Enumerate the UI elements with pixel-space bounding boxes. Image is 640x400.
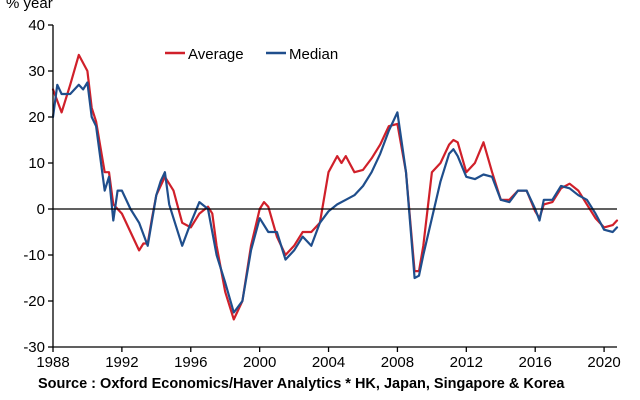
x-axis-ticks: 1988 1992 1996 2000 2004 2008 2012 2016 2020	[36, 347, 621, 371]
y-tick-label: 40	[28, 17, 45, 34]
x-tick-label: 2000	[243, 354, 276, 371]
x-tick-label: 2020	[587, 354, 620, 371]
y-tick-label: -30	[23, 339, 45, 356]
x-tick-label: 1988	[36, 354, 69, 371]
source-note: Source : Oxford Economics/Haver Analytic…	[38, 376, 565, 392]
series-line-median	[51, 81, 619, 314]
y-unit-label: % year	[6, 0, 53, 12]
y-axis-ticks: 40 30 20 10 0 -10 -20 -30	[23, 17, 53, 356]
y-tick-label: 20	[28, 109, 45, 126]
y-tick-label: -20	[23, 293, 45, 310]
x-tick-label: 2004	[312, 354, 345, 371]
legend-label-average: Average	[188, 46, 244, 63]
x-tick-label: 2008	[381, 354, 414, 371]
x-tick-label: 1996	[174, 354, 207, 371]
y-tick-label: 10	[28, 155, 45, 172]
x-tick-label: 2016	[519, 354, 552, 371]
x-tick-label: 1992	[105, 354, 138, 371]
y-tick-label: 30	[28, 63, 45, 80]
x-tick-label: 2012	[450, 354, 483, 371]
legend: Average Median	[165, 46, 338, 63]
y-tick-label: -10	[23, 247, 45, 264]
series-layer	[51, 53, 619, 321]
legend-label-median: Median	[289, 46, 338, 63]
y-tick-label: 0	[37, 201, 45, 218]
